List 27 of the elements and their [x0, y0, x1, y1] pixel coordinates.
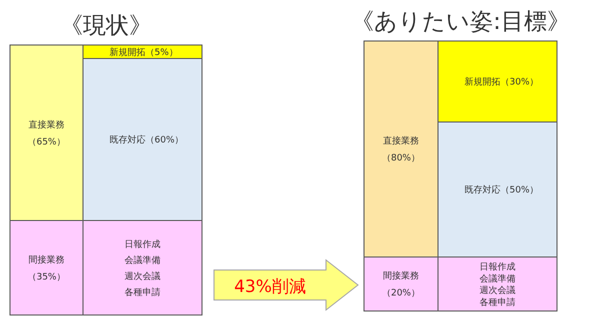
- category-label: 新規開拓: [464, 76, 500, 88]
- data-label: （50%）: [500, 186, 539, 196]
- text: 43%削減: [234, 277, 306, 297]
- data-label: （35%）: [27, 272, 66, 282]
- category-label: 直接業務: [383, 136, 419, 147]
- data-label: （60%）: [146, 136, 184, 146]
- data-label: （80%）: [382, 154, 420, 164]
- data-label: （20%）: [382, 288, 420, 299]
- category-label: 既存対応: [110, 134, 146, 146]
- text: 日報作成: [124, 238, 160, 250]
- text: 週次会議: [124, 270, 160, 282]
- text: 会議準備: [480, 273, 516, 284]
- category-label: 直接業務: [28, 119, 64, 130]
- category-label: 既存対応: [464, 184, 500, 196]
- text: 各種申請: [124, 286, 160, 298]
- category-label: 間接業務: [28, 254, 64, 266]
- text: 会議準備: [124, 254, 160, 266]
- text: 週次会議: [480, 285, 516, 296]
- data-label: （65%）: [27, 137, 66, 148]
- category-label: 新規開拓: [110, 46, 146, 58]
- data-label: （5%）: [146, 48, 178, 58]
- text: 《ありたい姿:目標》: [351, 9, 570, 35]
- text: 《現状》: [60, 13, 152, 39]
- text: 日報作成: [480, 262, 516, 273]
- text: 各種申請: [480, 296, 516, 308]
- category-label: 間接業務: [383, 270, 419, 282]
- data-label: （30%）: [500, 78, 539, 88]
